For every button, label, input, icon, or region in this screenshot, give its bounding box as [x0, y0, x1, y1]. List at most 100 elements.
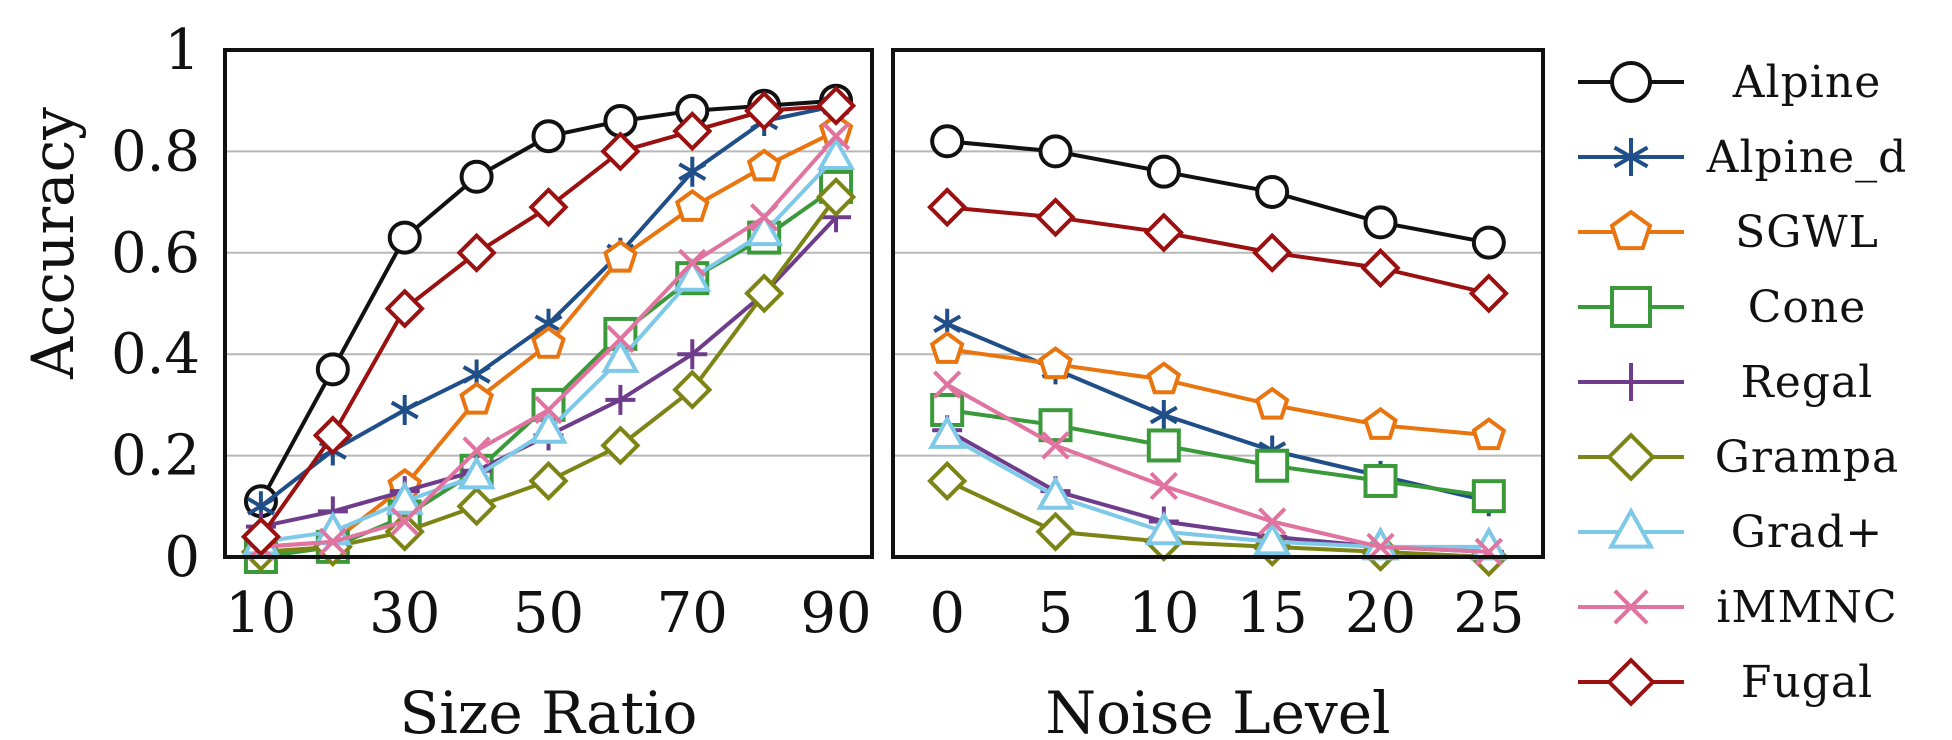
- data-point: [1255, 174, 1290, 209]
- data-point: [315, 352, 350, 387]
- noise-level-panel: 0 5 10 15 20 25 Noise Level: [891, 48, 1545, 740]
- legend-label: Grad+: [1731, 507, 1883, 558]
- data-point: [603, 239, 638, 273]
- data-point: [816, 135, 856, 171]
- legend-marker: [1606, 432, 1656, 482]
- data-point: [318, 527, 347, 556]
- data-point: [534, 395, 563, 425]
- legend-item-alpine-d: Alpine_d: [1578, 132, 1908, 183]
- data-point: [457, 455, 496, 490]
- data-point: [1363, 463, 1398, 498]
- size-ratio-panel: 10 30 50 70 90 0 0.2 0.4 0.6 0.8 1 Size Ratio: [111, 18, 874, 740]
- data-point: [1360, 247, 1401, 289]
- data-point: [1038, 408, 1073, 443]
- x-tick-label: 50: [513, 581, 584, 646]
- x-tick-label: 15: [1237, 581, 1308, 646]
- data-point: [1468, 273, 1509, 314]
- data-point: [390, 507, 419, 536]
- legend-label: Alpine_d: [1706, 132, 1908, 183]
- x-tick-labels: 0 5 10 15 20 25: [929, 581, 1524, 646]
- data-point: [385, 480, 424, 515]
- data-point: [600, 425, 641, 466]
- data-point: [390, 395, 419, 425]
- y-tick-label: 0.8: [111, 119, 200, 184]
- series-fugal: [927, 187, 1509, 314]
- data-point: [387, 220, 422, 255]
- data-point: [928, 414, 967, 449]
- legend-marker: [1613, 138, 1649, 176]
- legend-marker: [1609, 209, 1653, 251]
- data-point: [600, 131, 641, 172]
- plot-frame: [223, 48, 874, 559]
- data-point: [459, 159, 494, 194]
- legend-label: iMMNC: [1716, 582, 1897, 633]
- data-point: [821, 122, 851, 151]
- x-tick-label: 90: [800, 581, 871, 646]
- data-point: [745, 211, 784, 247]
- data-point: [1143, 212, 1184, 253]
- legend-item-regal: Regal: [1578, 357, 1874, 408]
- data-point: [1035, 197, 1076, 238]
- y-tick-label: 0.4: [111, 322, 200, 387]
- data-point: [1146, 361, 1182, 395]
- series-line: [946, 428, 1489, 554]
- y-tick-label: 0.2: [111, 424, 200, 489]
- data-point: [678, 156, 707, 187]
- y-tick-labels: 0 0.2 0.4 0.6 0.8 1: [111, 18, 200, 590]
- legend-label: Fugal: [1741, 657, 1873, 708]
- data-point: [1363, 406, 1398, 440]
- y-tick-label: 0.6: [111, 221, 200, 286]
- data-point: [1258, 507, 1287, 536]
- legend-marker: [1610, 61, 1652, 103]
- data-point: [1149, 400, 1178, 430]
- data-point: [750, 203, 779, 232]
- legend-label: Alpine: [1732, 57, 1881, 108]
- data-point: [1146, 428, 1181, 463]
- series-alpine: [930, 124, 1506, 260]
- x-tick-labels: 10 30 50 70 90: [225, 581, 871, 646]
- legend-item-cone: Cone: [1578, 282, 1865, 333]
- data-point: [677, 339, 708, 370]
- data-point: [456, 486, 497, 527]
- x-axis-title: Size Ratio: [400, 679, 698, 740]
- data-point: [672, 111, 713, 152]
- data-point: [601, 338, 640, 373]
- data-point: [312, 415, 353, 456]
- data-point: [462, 436, 491, 465]
- data-point: [674, 188, 710, 222]
- legend-marker: [1610, 286, 1652, 328]
- data-point: [1038, 134, 1073, 169]
- legend-marker: [1612, 363, 1650, 401]
- legend-item-sgwl: SGWL: [1578, 207, 1879, 258]
- data-point: [746, 148, 782, 182]
- data-point: [1363, 205, 1398, 240]
- data-point: [1035, 511, 1076, 552]
- data-point: [531, 119, 566, 154]
- data-point: [815, 85, 857, 126]
- data-point: [927, 460, 968, 502]
- data-point: [459, 381, 494, 415]
- series-grad: [928, 414, 1508, 561]
- data-point: [528, 460, 569, 502]
- data-point: [930, 124, 965, 159]
- data-point: [1144, 511, 1183, 546]
- data-point: [1146, 154, 1181, 189]
- data-point: [1474, 537, 1503, 567]
- legend-label: SGWL: [1735, 207, 1879, 258]
- data-point: [240, 516, 282, 557]
- data-point: [1471, 479, 1506, 514]
- data-point: [1036, 475, 1075, 510]
- data-point: [1253, 521, 1292, 556]
- legend-label: Regal: [1741, 357, 1874, 408]
- data-point: [815, 176, 857, 218]
- data-point: [531, 325, 566, 359]
- y-tick-label: 0: [164, 525, 200, 590]
- data-point: [744, 90, 785, 131]
- data-point: [529, 409, 568, 444]
- data-point: [1471, 225, 1506, 260]
- data-point: [605, 384, 636, 415]
- legend-marker: [1606, 657, 1656, 707]
- series-line: [946, 408, 1490, 499]
